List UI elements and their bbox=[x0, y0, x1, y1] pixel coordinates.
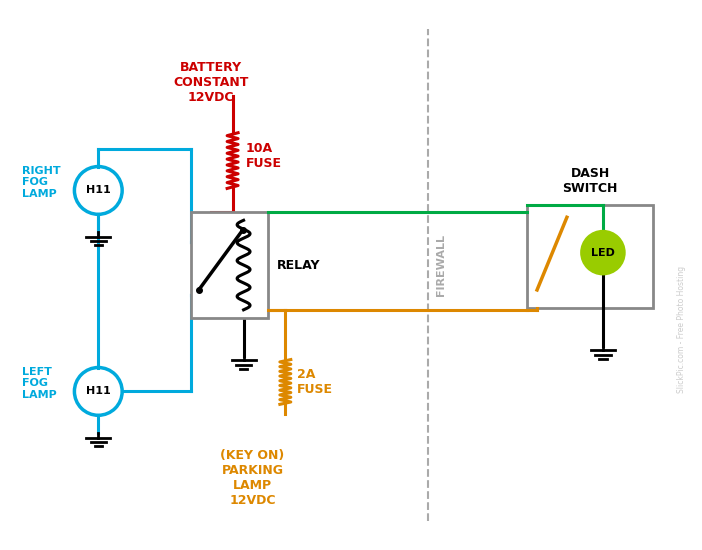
Text: FIREWALL: FIREWALL bbox=[435, 234, 446, 296]
FancyBboxPatch shape bbox=[527, 205, 654, 308]
Text: BATTERY
CONSTANT
12VDC: BATTERY CONSTANT 12VDC bbox=[173, 61, 249, 104]
FancyBboxPatch shape bbox=[191, 212, 268, 318]
Circle shape bbox=[581, 231, 624, 274]
Text: 10A
FUSE: 10A FUSE bbox=[246, 141, 282, 169]
Text: DASH
SWITCH: DASH SWITCH bbox=[562, 167, 618, 195]
Text: LED: LED bbox=[591, 248, 615, 257]
Text: RELAY: RELAY bbox=[277, 258, 321, 272]
Text: (KEY ON)
PARKING
LAMP
12VDC: (KEY ON) PARKING LAMP 12VDC bbox=[220, 449, 284, 507]
Text: LEFT
FOG
LAMP: LEFT FOG LAMP bbox=[22, 367, 56, 400]
Text: 2A
FUSE: 2A FUSE bbox=[297, 368, 333, 396]
Text: RIGHT
FOG
LAMP: RIGHT FOG LAMP bbox=[22, 166, 60, 199]
Text: SlickPic.com - Free Photo Hosting: SlickPic.com - Free Photo Hosting bbox=[677, 266, 687, 393]
Text: H11: H11 bbox=[86, 387, 111, 397]
Text: H11: H11 bbox=[86, 185, 111, 195]
